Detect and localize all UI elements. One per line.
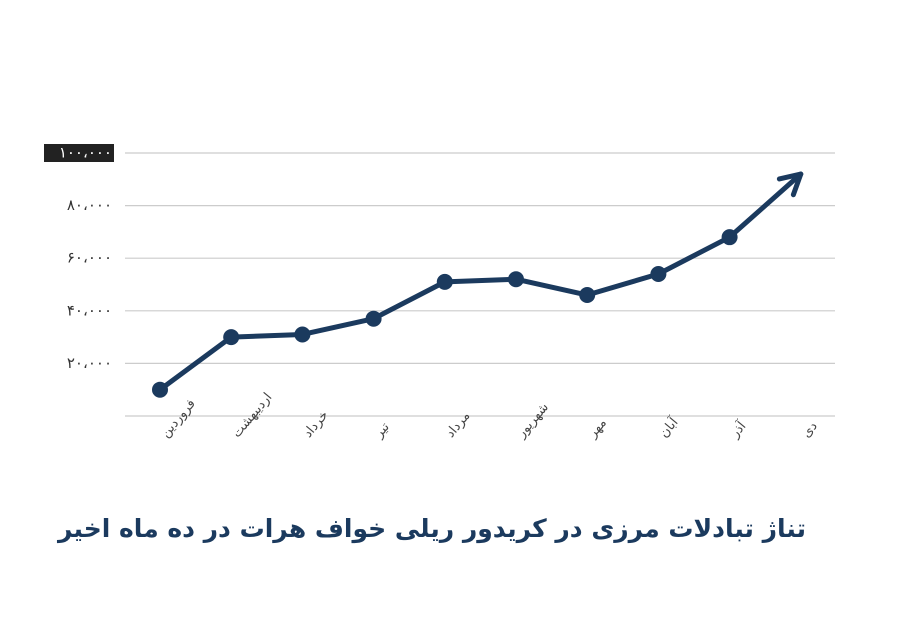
x-tick-label: آبان — [655, 413, 682, 441]
y-tick-label: ۶۰،۰۰۰ — [67, 249, 112, 267]
x-tick-label: فروردین — [158, 397, 199, 441]
data-point — [436, 273, 453, 290]
x-tick-label: تیر — [371, 420, 393, 442]
chart-title: تناژ تبادلات مرزی در کریدور ریلی خواف هر… — [56, 514, 806, 544]
y-tick-label: ۱۰۰،۰۰۰ — [59, 144, 112, 162]
x-tick-label: مرداد — [443, 409, 473, 441]
x-tick-label: آذر — [726, 417, 751, 442]
label-highlight — [44, 144, 114, 162]
x-tick-label: شهریور — [514, 400, 552, 442]
data-point — [223, 329, 240, 346]
data-point — [650, 265, 667, 282]
line-series — [157, 171, 804, 393]
y-tick-label: ۸۰،۰۰۰ — [67, 196, 112, 214]
y-tick-label: ۴۰،۰۰۰ — [67, 301, 112, 319]
arrow-head — [776, 171, 804, 198]
data-point — [365, 310, 382, 327]
data-point — [152, 381, 168, 398]
x-tick-label: خرداد — [301, 408, 332, 441]
data-point — [579, 287, 596, 304]
x-tick-label: مهر — [585, 416, 610, 442]
data-point — [508, 271, 524, 288]
y-tick-label: ۲۰،۰۰۰ — [67, 354, 112, 372]
data-point — [294, 326, 311, 343]
data-point — [721, 229, 738, 246]
x-tick-label: دی — [799, 419, 821, 441]
